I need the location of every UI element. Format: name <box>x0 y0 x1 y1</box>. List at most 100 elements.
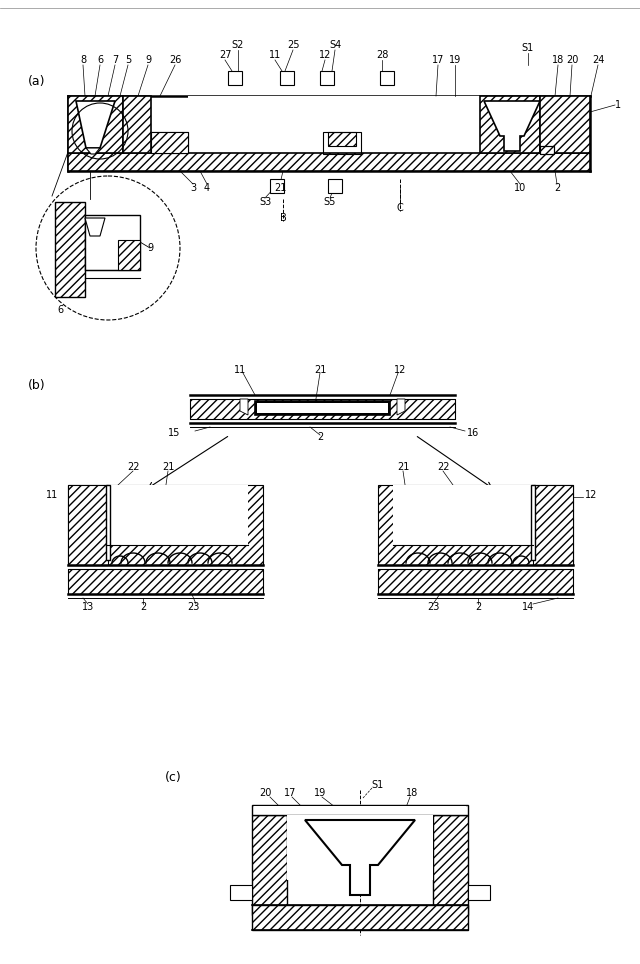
Text: 20: 20 <box>566 55 578 65</box>
Bar <box>433 815 468 915</box>
Text: S2: S2 <box>232 40 244 50</box>
Bar <box>55 202 85 297</box>
Text: 9: 9 <box>145 55 151 65</box>
Text: 18: 18 <box>552 55 564 65</box>
Polygon shape <box>85 218 105 236</box>
Text: 14: 14 <box>522 602 534 612</box>
Bar <box>320 71 334 85</box>
Polygon shape <box>397 399 405 415</box>
Text: 27: 27 <box>219 50 231 60</box>
Bar <box>393 485 533 545</box>
Text: 9: 9 <box>147 243 153 253</box>
Text: 12: 12 <box>585 490 597 500</box>
Text: 11: 11 <box>234 365 246 375</box>
Bar <box>188 96 540 153</box>
Text: 23: 23 <box>427 602 439 612</box>
Text: 20: 20 <box>259 788 271 798</box>
Polygon shape <box>240 399 248 415</box>
Polygon shape <box>76 101 115 148</box>
Text: S1: S1 <box>522 43 534 53</box>
Bar <box>68 485 263 565</box>
Text: 19: 19 <box>449 55 461 65</box>
Text: 5: 5 <box>125 55 131 65</box>
Bar <box>270 179 284 193</box>
Bar <box>106 485 110 560</box>
Bar <box>378 569 573 594</box>
Text: 4: 4 <box>204 183 210 193</box>
Polygon shape <box>151 132 188 153</box>
Bar <box>68 153 590 171</box>
Text: 28: 28 <box>376 50 388 60</box>
Text: 24: 24 <box>592 55 604 65</box>
Text: 10: 10 <box>514 183 526 193</box>
Text: 21: 21 <box>314 365 326 375</box>
Bar <box>323 132 361 154</box>
Text: 2: 2 <box>475 602 481 612</box>
Bar <box>540 96 590 153</box>
Text: 2: 2 <box>140 602 146 612</box>
Bar <box>255 401 390 415</box>
Bar <box>228 71 242 85</box>
Text: 2: 2 <box>554 183 560 193</box>
Bar <box>68 569 263 594</box>
Text: 21: 21 <box>397 462 409 472</box>
Bar <box>252 815 287 915</box>
Polygon shape <box>305 820 415 895</box>
Text: C: C <box>397 203 403 213</box>
Bar <box>68 96 123 153</box>
Bar <box>480 96 540 153</box>
Text: 3: 3 <box>190 183 196 193</box>
Text: 7: 7 <box>112 55 118 65</box>
Text: 21: 21 <box>162 462 174 472</box>
Text: 22: 22 <box>436 462 449 472</box>
Text: 22: 22 <box>127 462 140 472</box>
Text: 19: 19 <box>314 788 326 798</box>
Bar <box>252 805 468 815</box>
Bar <box>540 146 554 154</box>
Text: 11: 11 <box>269 50 281 60</box>
Text: (a): (a) <box>28 75 45 89</box>
Bar <box>85 215 140 270</box>
Polygon shape <box>484 101 540 151</box>
Text: S4: S4 <box>329 40 341 50</box>
Text: (b): (b) <box>28 379 45 391</box>
Text: 17: 17 <box>432 55 444 65</box>
Bar <box>123 96 151 153</box>
Bar <box>328 179 342 193</box>
Text: 16: 16 <box>467 428 479 438</box>
Text: 6: 6 <box>97 55 103 65</box>
Text: 25: 25 <box>287 40 300 50</box>
Text: 6: 6 <box>57 305 63 315</box>
Text: 2: 2 <box>317 432 323 442</box>
Bar <box>190 399 455 419</box>
Text: 11: 11 <box>45 490 58 500</box>
Text: 12: 12 <box>319 50 331 60</box>
Bar <box>254 806 466 814</box>
Bar <box>287 815 433 880</box>
Bar <box>118 240 140 270</box>
Bar <box>540 146 554 154</box>
Text: S3: S3 <box>259 197 271 207</box>
Bar <box>252 905 468 930</box>
Text: S1: S1 <box>372 780 384 790</box>
Text: 21: 21 <box>274 183 286 193</box>
Text: 15: 15 <box>168 428 180 438</box>
Text: 12: 12 <box>394 365 406 375</box>
Bar <box>230 885 252 900</box>
Bar <box>257 403 388 413</box>
Text: 1: 1 <box>615 100 621 110</box>
Polygon shape <box>86 148 100 154</box>
Text: 8: 8 <box>80 55 86 65</box>
Bar <box>68 485 108 565</box>
Text: 17: 17 <box>284 788 296 798</box>
Text: B: B <box>280 213 286 223</box>
Text: 18: 18 <box>406 788 418 798</box>
Bar <box>380 71 394 85</box>
Bar <box>108 485 248 545</box>
Bar <box>468 885 490 900</box>
Bar <box>533 485 573 565</box>
Text: S5: S5 <box>324 197 336 207</box>
Text: 26: 26 <box>169 55 181 65</box>
Text: 23: 23 <box>187 602 199 612</box>
Text: 13: 13 <box>82 602 94 612</box>
